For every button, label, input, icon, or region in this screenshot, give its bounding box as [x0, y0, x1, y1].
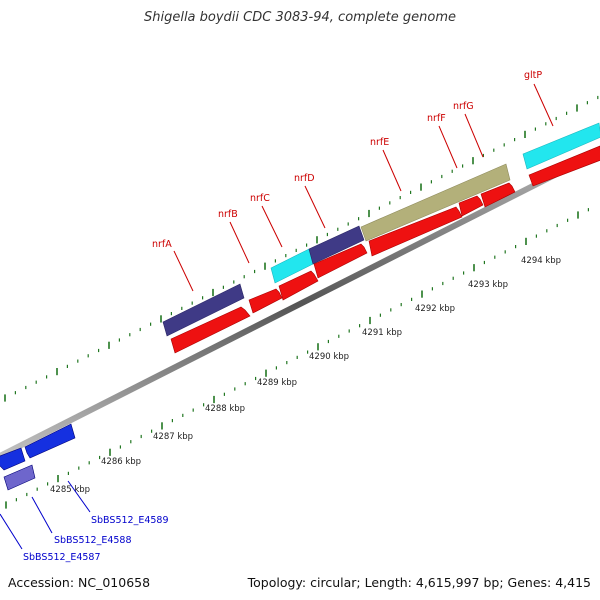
scale-label-4294: 4294 kbp: [521, 256, 561, 266]
leader-SbBS512_E4588: [31, 496, 53, 534]
leader-nrfF: [438, 125, 458, 169]
leader-nrfA: [173, 250, 194, 292]
scale-label-4289: 4289 kbp: [257, 378, 297, 388]
leader-nrfB: [229, 221, 250, 264]
scale-labels: 4285 kbp 4286 kbp 4287 kbp 4288 kbp 4289…: [50, 256, 561, 495]
cds-reverse-blue[interactable]: [0, 447, 26, 471]
olive-block[interactable]: [360, 163, 511, 242]
scale-label-4290: 4290 kbp: [309, 352, 349, 362]
outer-feature-blocks: [162, 122, 600, 337]
cds-arrow-nrfD[interactable]: [313, 243, 368, 279]
cds-arrow-nrfE[interactable]: [368, 206, 463, 257]
cds-arrow-nrfG[interactable]: [480, 182, 516, 208]
genome-summary: Topology: circular; Length: 4,615,997 bp…: [247, 575, 591, 590]
cds-reverse-blue[interactable]: [24, 423, 76, 459]
cyan-block[interactable]: [522, 122, 600, 170]
locus-label-SbBS512_E4589: SbBS512_E4589: [91, 515, 169, 526]
scale-label-4292: 4292 kbp: [415, 304, 455, 314]
gene-leader-lines: [173, 83, 554, 292]
scale-label-4293: 4293 kbp: [468, 280, 508, 290]
cds-reverse-light-blue[interactable]: [3, 464, 36, 491]
gene-label-nrfB: nrfB: [218, 209, 238, 220]
accession-label: Accession: NC_010658: [8, 575, 151, 590]
navy-block[interactable]: [308, 225, 365, 265]
gene-label-nrfG: nrfG: [453, 101, 474, 112]
navy-block[interactable]: [162, 283, 245, 337]
scale-label-4291: 4291 kbp: [362, 328, 402, 338]
locus-labels: SbBS512_E4589 SbBS512_E4588 SbBS512_E458…: [23, 515, 169, 563]
cds-arrow-nrfC[interactable]: [278, 270, 319, 301]
leader-nrfD: [304, 185, 326, 229]
inner-tick-row: [5, 208, 590, 509]
outer-tick-row: [4, 95, 599, 402]
gene-labels: nrfA nrfB nrfC nrfD nrfE nrfF nrfG gltP: [152, 70, 542, 250]
cds-arrow-nrfB[interactable]: [248, 288, 283, 314]
scale-label-4285: 4285 kbp: [50, 485, 90, 495]
reverse-cds-row: [0, 423, 76, 491]
forward-cds-row: [170, 145, 600, 354]
scale-label-4287: 4287 kbp: [153, 432, 193, 442]
leader-gltP: [533, 83, 554, 127]
gene-label-nrfD: nrfD: [294, 173, 315, 184]
locus-label-SbBS512_E4588: SbBS512_E4588: [54, 535, 132, 546]
locus-label-SbBS512_E4587: SbBS512_E4587: [23, 552, 101, 563]
gene-label-nrfA: nrfA: [152, 239, 172, 250]
leader-nrfC: [261, 205, 283, 248]
map-title: Shigella boydii CDC 3083-94, complete ge…: [143, 10, 457, 25]
leader-nrfG: [464, 113, 484, 158]
genome-backbone: [0, 148, 600, 460]
gene-label-gltP: gltP: [524, 70, 542, 81]
scale-label-4286: 4286 kbp: [101, 457, 141, 467]
gene-label-nrfF: nrfF: [427, 113, 446, 124]
gene-label-nrfE: nrfE: [370, 137, 389, 148]
scale-label-4288: 4288 kbp: [205, 404, 245, 414]
leader-nrfE: [382, 149, 402, 192]
cds-arrow-gltP[interactable]: [528, 145, 600, 187]
leader-SbBS512_E4587: [0, 513, 23, 550]
leader-SbBS512_E4589: [67, 480, 91, 513]
cds-arrow-nrfF[interactable]: [458, 195, 484, 217]
cds-arrow-nrfA[interactable]: [170, 306, 251, 354]
gene-label-nrfC: nrfC: [250, 193, 270, 204]
locus-leader-lines: [0, 480, 91, 550]
